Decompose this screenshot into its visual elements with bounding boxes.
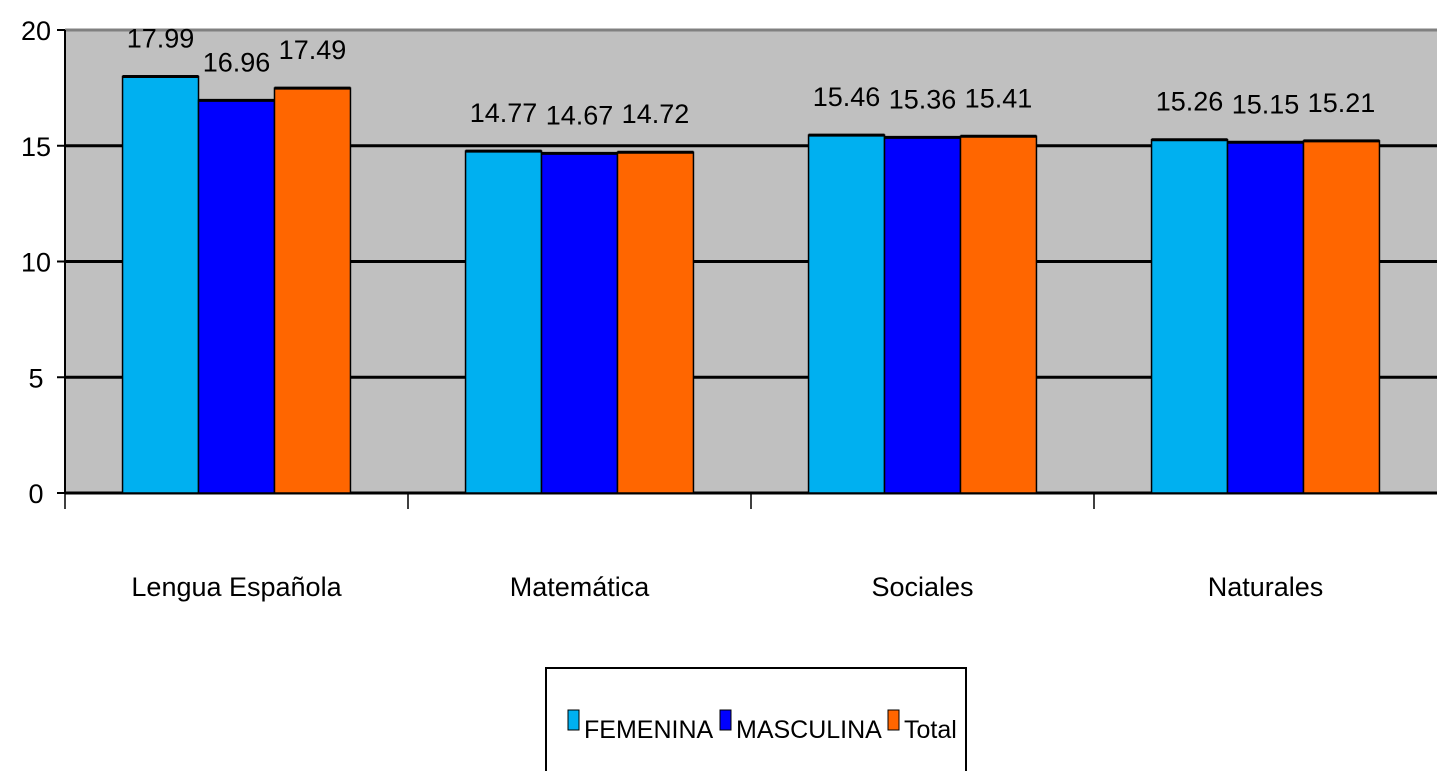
bar (464, 150, 543, 494)
bar (807, 134, 886, 494)
data-label: 17.99 (127, 24, 195, 54)
bar (1302, 140, 1381, 494)
data-label: 17.49 (279, 35, 347, 65)
legend-label: FEMENINA (584, 716, 714, 744)
y-tick-label: 5 (28, 363, 43, 393)
bar (959, 135, 1038, 494)
data-label: 15.36 (889, 84, 957, 114)
bar (121, 75, 200, 494)
category-label: Lengua Española (131, 572, 342, 602)
legend-swatch (567, 709, 580, 731)
bar (616, 151, 695, 494)
y-tick-label: 10 (21, 248, 51, 278)
bar (540, 152, 619, 494)
legend-swatch (719, 709, 732, 731)
bar (197, 99, 276, 494)
bar (883, 136, 962, 494)
data-label: 15.26 (1156, 87, 1224, 117)
bar (273, 87, 352, 494)
category-label: Matemática (510, 572, 651, 602)
bar (1226, 141, 1305, 494)
category-label: Sociales (871, 572, 973, 602)
y-tick-label: 15 (21, 132, 51, 162)
data-label: 14.72 (622, 99, 690, 129)
legend-swatch (887, 709, 900, 731)
data-label: 16.96 (203, 47, 271, 77)
data-label: 15.15 (1232, 89, 1300, 119)
data-label: 14.77 (470, 98, 538, 128)
category-label: Naturales (1208, 572, 1324, 602)
legend-label: Total (904, 716, 957, 744)
bar (1150, 138, 1229, 494)
data-label: 15.21 (1308, 88, 1376, 118)
data-label: 14.67 (546, 100, 614, 130)
y-tick-label: 20 (21, 16, 51, 46)
data-label: 15.46 (813, 82, 881, 112)
data-label: 15.41 (965, 83, 1033, 113)
y-tick-label: 0 (28, 479, 43, 509)
legend-label: MASCULINA (736, 716, 882, 744)
